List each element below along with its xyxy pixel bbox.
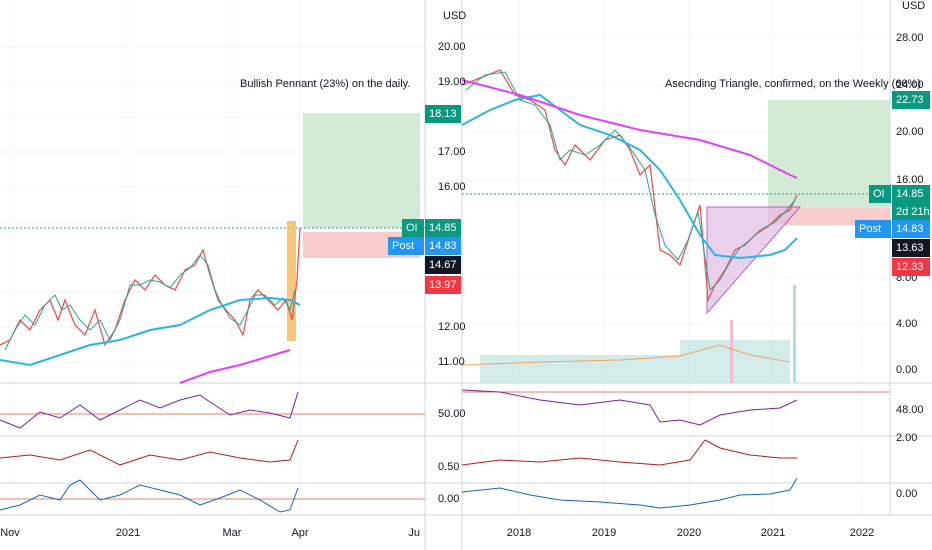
tag-box (892, 239, 930, 257)
tag-value: 14.67 (429, 259, 457, 271)
price-tag: 2d 21h (892, 203, 930, 221)
price-candles (461, 69, 798, 303)
tag-box (892, 258, 930, 276)
price-axis-label: 11.00 (438, 356, 465, 368)
tag-box (425, 237, 461, 255)
price-tag: 13.97 (425, 276, 461, 294)
tag-value: 18.13 (429, 108, 457, 120)
tag-box (892, 203, 930, 221)
tag-value: 13.63 (896, 242, 924, 254)
tag-prefix-box (402, 219, 424, 237)
tag-value: 14.83 (429, 240, 457, 252)
pennant-highlight (287, 221, 296, 341)
tag-prefix-box (869, 185, 891, 203)
price-tag: 12.33 (892, 258, 930, 276)
time-axis-label: Ju (408, 527, 420, 539)
indicator-3 (0, 479, 299, 513)
ascending-triangle (706, 206, 802, 315)
price-tag: 14.67 (425, 256, 461, 274)
currency-label: USD (902, 0, 925, 12)
price-axis-label: 0.00 (896, 364, 917, 376)
price-tag: 14.85 OI (402, 219, 461, 237)
indicator-axis-label: 48.00 (896, 404, 924, 416)
indicator-axis-label: 0.00 (896, 488, 917, 500)
tag-prefix-box (388, 237, 424, 255)
price-tag: 18.13 (425, 105, 461, 123)
grid (0, 0, 890, 515)
tag-prefix: OI (873, 188, 885, 200)
indicator-2 (461, 439, 797, 466)
tag-box (892, 91, 930, 109)
ma-slow (461, 79, 798, 179)
tag-prefix: Post (859, 223, 881, 235)
indicator-2 (0, 439, 299, 466)
price-axis-label: 17.00 (438, 146, 466, 158)
tag-box (892, 185, 930, 203)
time-axis-label: Nov (0, 527, 20, 539)
time-axis-label: 2021 (761, 527, 785, 539)
tag-box (892, 220, 930, 238)
tag-box (425, 276, 461, 294)
price-tag: 14.83 Post (855, 220, 930, 238)
labels: USD Bullish Pennant (23%) on the daily. 20… (0, 0, 930, 539)
price-axis-label: 19.00 (438, 76, 466, 88)
tag-value: 12.33 (896, 261, 924, 273)
price-axis-label: 16.00 (896, 174, 924, 186)
indicator-axis-label: 2.00 (896, 432, 917, 444)
rsi (0, 391, 299, 429)
time-axis-label: 2020 (677, 527, 701, 539)
time-axis-label: 2018 (507, 527, 531, 539)
tag-value: 14.85 (429, 222, 457, 234)
price-candles-up (465, 71, 796, 292)
tag-value: 14.85 (896, 188, 924, 200)
annotation: Asecnding Triangle, confirmed, on the We… (665, 78, 921, 90)
indicator-axis-label: 50.00 (438, 408, 466, 420)
tag-prefix: OI (406, 222, 418, 234)
indicator-axis-label: 0.00 (438, 493, 459, 505)
volume (480, 285, 796, 383)
indicator-axis-label: 0.50 (438, 461, 459, 473)
price-tag: 14.83 Post (388, 237, 461, 255)
price-axis-label: 12.00 (438, 321, 466, 333)
price-axis-label: 20.00 (438, 41, 466, 53)
time-axis-label: Mar (223, 527, 242, 539)
target-zone (303, 113, 420, 228)
currency-label: USD (443, 10, 466, 22)
rsi (461, 389, 798, 426)
price-tag: 13.63 (892, 239, 930, 257)
price-axis-label: 16.00 (438, 181, 466, 193)
price-tag: 14.85 OI (869, 185, 930, 203)
price-axis-label: 28.00 (896, 32, 924, 44)
time-axis-label: 2022 (850, 527, 874, 539)
tag-value: 13.97 (429, 279, 457, 291)
tag-box (425, 105, 461, 123)
time-axis-label: 2021 (116, 527, 140, 539)
indicator-3 (461, 477, 798, 509)
price-axis-label: 4.00 (896, 318, 917, 330)
tag-box (425, 219, 461, 237)
price-tag: 22.73 (892, 91, 930, 109)
annotation: Bullish Pennant (23%) on the daily. (240, 78, 410, 90)
ma-slow (179, 349, 291, 384)
tag-prefix: Post (392, 240, 414, 252)
tag-value: 14.83 (896, 223, 924, 235)
tag-value: 22.73 (896, 94, 924, 106)
ma-fast (0, 296, 301, 367)
time-axis-label: Apr (291, 527, 308, 539)
tag-prefix-box (855, 220, 891, 238)
price-axis-label: 24.00 (896, 79, 924, 91)
tag-value: 2d 21h (896, 206, 930, 218)
price-axis-label: 20.00 (896, 126, 924, 138)
time-axis-label: 2019 (592, 527, 616, 539)
tag-box (425, 256, 461, 274)
volume-ma (461, 344, 791, 366)
